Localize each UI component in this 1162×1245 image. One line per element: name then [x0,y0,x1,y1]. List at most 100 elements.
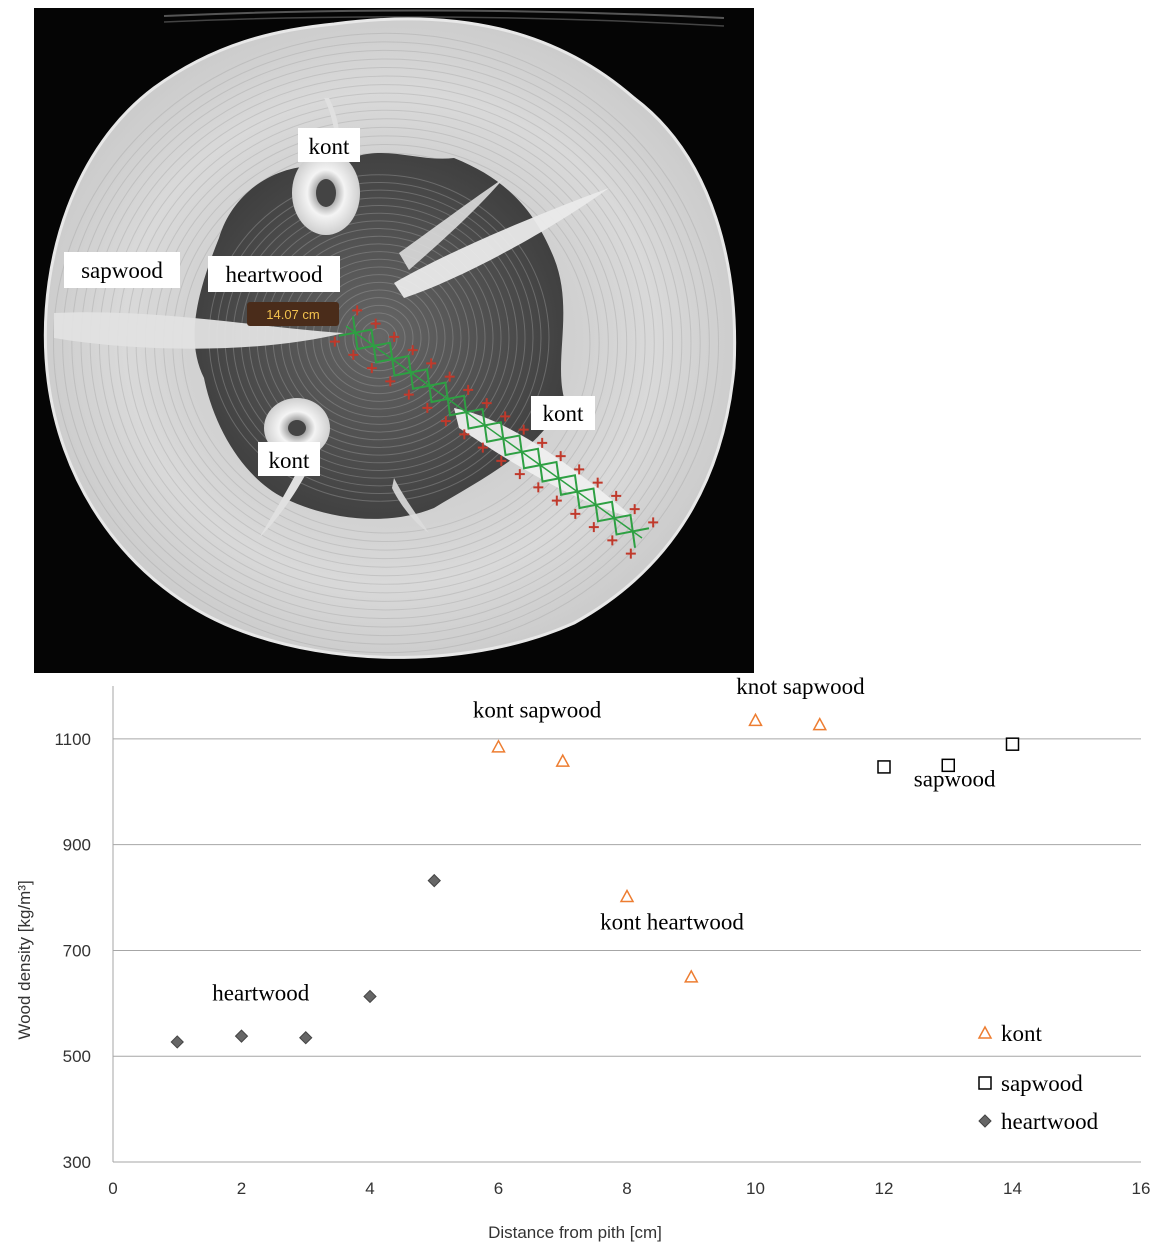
knot-left-core [288,420,306,436]
density-chart-svg: 300 500 700 900 1100 0 2 4 6 8 10 12 14 16 kont sapwo… [15,676,1150,1242]
label-kont-right: kont [531,396,595,430]
x-tick-label: 8 [622,1179,631,1198]
growth-ring [52,32,720,654]
label-kont-left: kont [258,442,320,476]
y-tick-label: 500 [63,1047,91,1066]
measurement-line [338,328,637,548]
x-tick-label: 14 [1003,1179,1022,1198]
knot-streak-lower-left [259,458,309,538]
x-tick-label: 12 [875,1179,894,1198]
label-sapwood: sapwood [64,252,180,288]
x-tick-label: 0 [108,1179,117,1198]
legend-item-kont: kont [977,1021,1043,1046]
x-tick-label: 6 [494,1179,503,1198]
measurement-path [329,305,659,559]
annotation-label: sapwood [914,766,996,791]
knot-top-core [316,179,336,207]
label-heartwood-text: heartwood [225,262,323,287]
measurement-cross [389,331,400,342]
x-tick-label: 16 [1132,1179,1151,1198]
measurement-cross [385,376,396,387]
scan-edge-line [163,16,725,27]
data-point-kont [812,717,828,731]
grid-lines [113,738,1141,1057]
growth-ring [352,312,406,364]
measurement-cross [370,318,381,329]
data-point-kont [555,753,571,767]
y-tick-label: 900 [63,836,91,855]
data-point-kont [491,739,506,753]
measurement-cross [403,389,414,400]
data-point-kont [683,969,699,983]
measurement-cross [533,482,544,493]
knot-streak-top [324,98,340,168]
measurement-cross [352,305,363,316]
data-point-sapwood [1005,737,1020,751]
knot-streak-left [54,312,344,349]
measurement-cross [574,464,585,475]
y-tick-label: 700 [63,941,91,960]
measurement-cross [422,402,433,413]
measurement-cross [463,384,474,395]
annotation-label: knot sapwood [736,676,865,699]
legend: kont sapwood heartwood [977,1021,1099,1134]
growth-ring [71,49,701,637]
tick-labels: 300 500 700 900 1100 0 2 4 6 8 10 12 14 16 [54,730,1150,1198]
ct-scan-image: 14.07 cm kont sapwood heartwood kont kon… [34,8,754,673]
density-chart: 300 500 700 900 1100 0 2 4 6 8 10 12 14 16 kont sapwo… [0,676,1162,1245]
measurement-tag: 14.07 cm [247,302,339,326]
legend-marker [978,1076,992,1090]
measurement-cross [440,416,451,427]
measurement-cross [514,469,525,480]
label-sapwood-text: sapwood [81,258,163,283]
x-tick-label: 4 [365,1179,374,1198]
data-point-heartwood [363,989,377,1004]
measurement-cross [444,371,455,382]
measurement-cross [648,517,659,528]
legend-item-heartwood: heartwood [978,1109,1099,1134]
measurement-cross [625,548,636,559]
measurement-cross [500,411,511,422]
axes [112,686,1141,1163]
data-point-heartwood [299,1031,313,1045]
measurement-line [351,316,650,536]
label-kont-top-text: kont [309,134,351,159]
measurement-cross [477,442,488,453]
measurement-cross [496,455,507,466]
y-tick-label: 300 [63,1153,91,1172]
measurement-cross [481,398,492,409]
measurement-cross [570,508,581,519]
y-tick-label: 1100 [54,730,91,749]
sapwood-rings [52,32,720,654]
data-point-kont [619,888,635,903]
legend-marker [978,1114,992,1128]
growth-ring [62,41,710,645]
legend-item-sapwood: sapwood [978,1071,1083,1096]
y-axis-label: Wood density [kg/m³] [15,880,34,1039]
growth-ring [360,320,398,356]
legend-marker [977,1025,993,1039]
measurement-cross [588,522,599,533]
data-point-sapwood [941,758,955,773]
data-points [170,712,1020,1049]
knot-streak-lower [392,478,429,533]
growth-ring [336,297,422,379]
annotations: kont sapwood knot sapwood sapwood kont hear… [212,676,996,1006]
growth-ring [80,58,692,628]
measurement-cross [551,495,562,506]
series-kont [491,712,828,983]
growth-ring [344,304,414,372]
label-kont-right-text: kont [543,401,585,426]
measurement-cross [537,437,548,448]
measurement-value: 14.07 cm [266,307,319,322]
measurement-cross [592,477,603,488]
growth-ring [368,327,390,349]
x-tick-label: 10 [746,1179,765,1198]
data-point-kont [748,712,763,727]
measurement-cross [366,363,377,374]
measurement-cross [555,451,566,462]
label-heartwood: heartwood [208,256,340,292]
data-point-heartwood [170,1035,184,1049]
growth-ring [328,289,430,387]
measurement-cross [426,358,437,369]
